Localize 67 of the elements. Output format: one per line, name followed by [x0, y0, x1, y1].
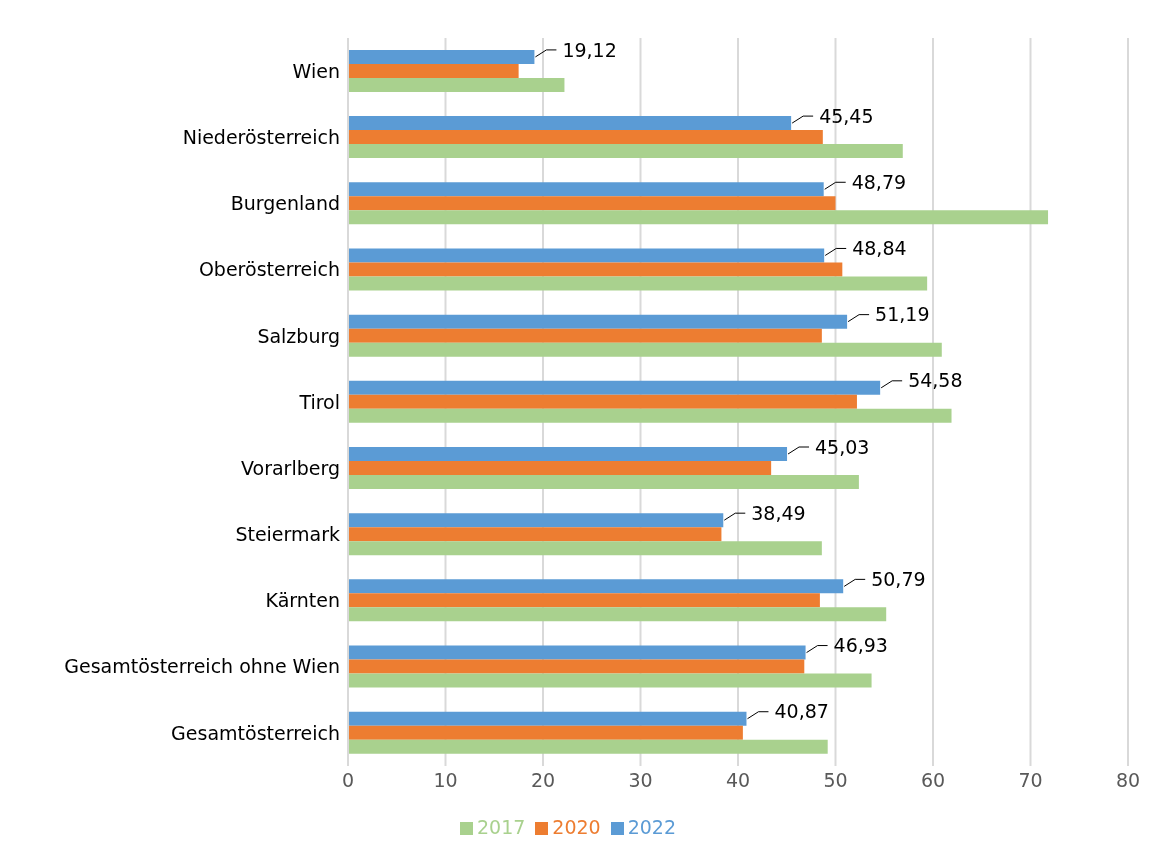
- bar: [348, 645, 806, 660]
- data-label: 51,19: [875, 303, 930, 326]
- y-tick-label: Gesamtösterreich ohne Wien: [64, 655, 340, 678]
- x-tick-label: 60: [920, 769, 946, 792]
- bar: [348, 248, 825, 263]
- bar: [348, 475, 859, 489]
- bar: [348, 461, 772, 475]
- x-tick-label: 10: [433, 769, 458, 792]
- y-tick-label: Niederösterreich: [182, 126, 340, 149]
- legend-label: 2017: [476, 816, 526, 838]
- bar: [348, 182, 824, 197]
- bar: [348, 579, 844, 594]
- data-label: 40,87: [774, 700, 829, 723]
- bar: [348, 130, 823, 145]
- bar: [348, 262, 843, 277]
- x-tick-label: 70: [1018, 769, 1043, 792]
- x-tick-label: 80: [1115, 769, 1141, 792]
- bar: [348, 210, 1049, 225]
- data-label: 48,79: [851, 170, 907, 193]
- y-tick-label: Gesamtösterreich: [171, 721, 340, 744]
- x-tick-label: 50: [823, 769, 848, 792]
- bar: [348, 342, 942, 357]
- data-label: 19,12: [562, 38, 617, 61]
- bar: [348, 527, 722, 542]
- bar: [348, 394, 857, 409]
- bar: [348, 447, 788, 461]
- legend-label: 2022: [627, 816, 677, 838]
- data-label: 45,03: [815, 435, 870, 458]
- bar: [348, 659, 805, 674]
- bar: [348, 607, 887, 622]
- bar: [348, 739, 828, 754]
- data-label: 46,93: [833, 634, 888, 657]
- bar: [348, 144, 903, 159]
- data-label: 50,79: [871, 568, 926, 591]
- bar: [348, 725, 743, 740]
- bar: [348, 63, 519, 78]
- y-tick-label: Wien: [292, 59, 340, 82]
- bar: [348, 196, 836, 211]
- bar: [348, 380, 881, 395]
- data-label: 48,84: [852, 237, 907, 260]
- bar: [348, 408, 952, 423]
- bar: [348, 49, 535, 64]
- bar: [348, 513, 724, 528]
- bar: [348, 116, 792, 131]
- data-label: 45,45: [819, 104, 874, 127]
- data-label: 54,58: [908, 369, 963, 392]
- bar: [348, 593, 820, 608]
- y-tick-label: Burgenland: [230, 192, 340, 215]
- bar: [348, 276, 928, 291]
- x-tick-label: 30: [628, 769, 653, 792]
- bar: [348, 673, 872, 688]
- x-tick-label: 40: [725, 769, 751, 792]
- x-tick-label: 0: [341, 769, 355, 792]
- y-tick-label: Salzburg: [257, 324, 340, 347]
- y-tick-label: Vorarlberg: [241, 456, 340, 479]
- bar: [348, 328, 822, 343]
- y-tick-label: Steiermark: [235, 523, 340, 546]
- bar: [348, 314, 848, 329]
- legend-label: 2020: [552, 816, 601, 838]
- bar: [348, 541, 822, 556]
- data-label: 38,49: [751, 501, 806, 524]
- x-tick-label: 20: [530, 769, 556, 792]
- bar: [348, 711, 747, 726]
- bar: [348, 77, 565, 92]
- y-tick-label: Kärnten: [265, 589, 340, 612]
- y-tick-label: Tirol: [298, 390, 340, 413]
- y-tick-label: Oberösterreich: [198, 258, 340, 281]
